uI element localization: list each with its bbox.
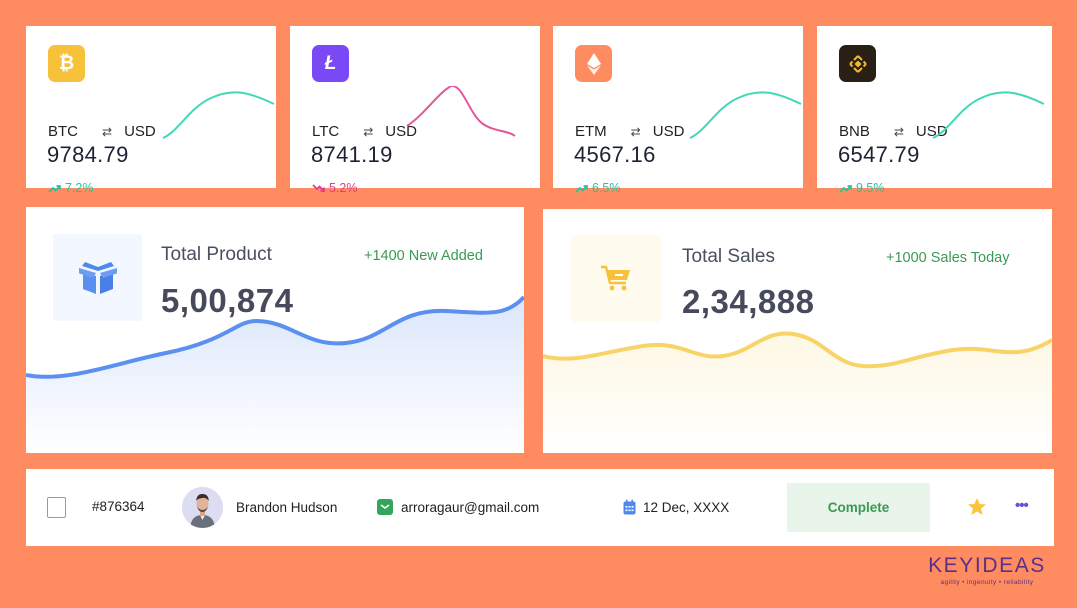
currency-pair: BTC ⇄ USD [48, 123, 156, 140]
change-percent: 7.2% [65, 181, 94, 195]
btc-sparkline [162, 91, 275, 139]
quote-currency: USD [915, 123, 948, 140]
star-icon[interactable] [967, 497, 987, 517]
product-icon-box [53, 234, 142, 321]
ltc-sparkline [406, 86, 516, 137]
trend-up-icon [48, 184, 61, 193]
stat-note: +1400 New Added [364, 248, 483, 264]
price-change: 5.2% [312, 181, 358, 195]
sales-icon-box [571, 235, 661, 322]
quote-currency: USD [652, 123, 685, 140]
swap-icon: ⇄ [630, 124, 641, 139]
cart-icon [601, 265, 630, 291]
swap-icon: ⇄ [893, 124, 904, 139]
price-change: 7.2% [48, 181, 94, 195]
brand-logo: KEYIDEAS agility • ingenuity • reliabili… [928, 554, 1046, 586]
litecoin-icon: Ł [312, 45, 349, 82]
order-row: #876364 Brandon Hudson arroragaur@gmail.… [26, 469, 1054, 546]
quote-currency: USD [385, 123, 417, 140]
calendar-icon [623, 499, 636, 515]
bnb-sparkline [932, 91, 1045, 139]
etm-card[interactable]: ETM ⇄ USD 4567.16 6.5% [553, 26, 803, 195]
coin-symbol: BTC [48, 123, 78, 140]
change-percent: 9.5% [856, 181, 885, 195]
avatar [182, 487, 223, 528]
row-checkbox[interactable] [47, 497, 66, 518]
total-product-card[interactable]: Total Product 5,00,874 +1400 New Added [26, 207, 524, 453]
coin-price: 4567.16 [574, 142, 656, 167]
bnb-card[interactable]: BNB ⇄ USD 6547.79 9.5% [817, 26, 1052, 195]
sales-wave-chart [543, 331, 1052, 453]
stat-label: Total Sales [682, 246, 775, 267]
order-date: 12 Dec, XXXX [643, 500, 730, 515]
ltc-card[interactable]: Ł LTC ⇄ USD 8741.19 5.2% [290, 26, 540, 195]
coin-symbol: BNB [839, 123, 870, 140]
binance-icon [839, 45, 876, 82]
brand-tagline: agility • ingenuity • reliability [940, 579, 1034, 586]
stat-label: Total Product [161, 244, 272, 265]
customer-email[interactable]: arroragaur@gmail.com [401, 500, 540, 515]
btc-card[interactable]: ₿ BTC ⇄ USD 9784.79 7.2% [26, 26, 276, 195]
stat-note: +1000 Sales Today [886, 250, 1010, 266]
currency-pair: ETM ⇄ USD [575, 123, 684, 140]
currency-pair: BNB ⇄ USD [839, 123, 948, 140]
change-percent: 6.5% [592, 181, 621, 195]
currency-pair: LTC ⇄ USD [312, 123, 417, 140]
quote-currency: USD [124, 123, 156, 140]
coin-price: 8741.19 [311, 142, 393, 167]
stat-value: 5,00,874 [161, 282, 294, 319]
total-sales-card[interactable]: Total Sales 2,34,888 +1000 Sales Today [543, 209, 1052, 453]
customer-name: Brandon Hudson [236, 500, 338, 515]
more-options-icon[interactable]: ••• [1015, 497, 1029, 514]
stat-value: 2,34,888 [682, 283, 815, 320]
change-percent: 5.2% [329, 181, 358, 195]
coin-symbol: LTC [312, 123, 340, 140]
etm-sparkline [689, 91, 802, 139]
coin-symbol: ETM [575, 123, 607, 140]
price-change: 6.5% [575, 181, 621, 195]
box-icon [78, 261, 117, 294]
swap-icon: ⇄ [102, 124, 113, 139]
ethereum-icon [575, 45, 612, 82]
coin-price: 9784.79 [47, 142, 129, 167]
swap-icon: ⇄ [363, 124, 374, 139]
trend-up-icon [575, 184, 588, 193]
trend-up-icon [839, 184, 852, 193]
order-id: #876364 [92, 499, 145, 514]
mail-icon [377, 499, 393, 515]
coin-price: 6547.79 [838, 142, 920, 167]
bitcoin-icon: ₿ [48, 45, 85, 82]
product-wave-chart [26, 295, 524, 453]
status-badge[interactable]: Complete [787, 483, 930, 532]
brand-name: KEYIDEAS [928, 554, 1046, 577]
trend-down-icon [312, 183, 325, 192]
price-change: 9.5% [839, 181, 885, 195]
